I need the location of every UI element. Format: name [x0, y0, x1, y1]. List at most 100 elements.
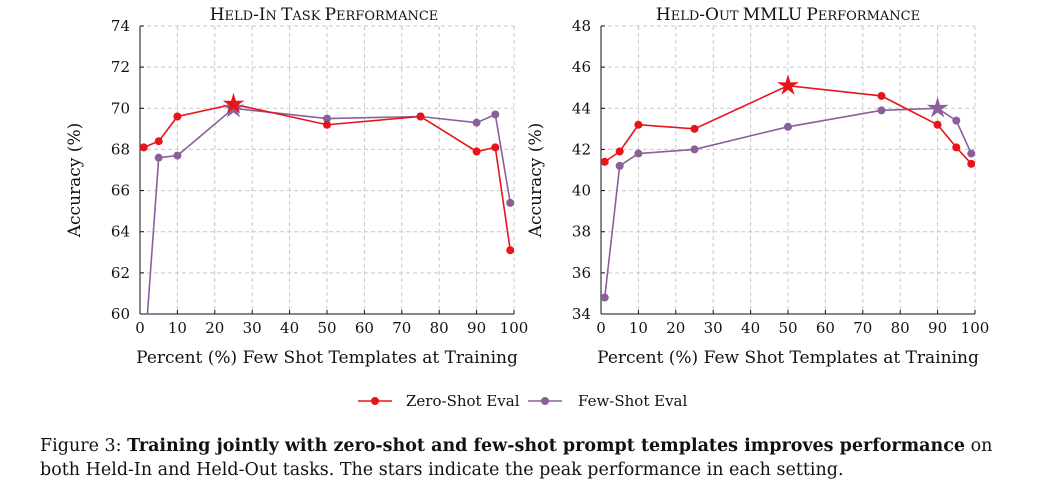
data-point — [472, 147, 481, 156]
chart-title-part: H — [656, 5, 671, 25]
data-point — [952, 143, 961, 152]
chart-title-part: -I — [253, 5, 265, 25]
y-tick-label: 38 — [572, 223, 591, 241]
data-point — [472, 118, 481, 127]
x-tick-label: 70 — [853, 319, 872, 337]
grid — [600, 25, 976, 315]
data-point — [615, 147, 624, 156]
data-point — [140, 143, 148, 152]
data-point — [933, 120, 942, 129]
data-point — [323, 120, 331, 129]
x-tick-label: 30 — [243, 319, 262, 337]
y-tick-label: 60 — [111, 305, 130, 323]
x-tick-label: 90 — [467, 319, 486, 337]
peak-star — [926, 96, 949, 118]
chart-title-part: UT — [719, 9, 739, 24]
data-point — [506, 198, 514, 207]
chart-title-part: P — [325, 5, 336, 25]
chart-held-in: 0 10 20 30 40 50 60 70 80 90 1006062646668707274HE… — [65, 5, 529, 368]
caption-prefix: Figure 3: — [40, 436, 128, 456]
y-tick-label: 70 — [111, 99, 130, 117]
data-point — [690, 124, 699, 133]
y-tick-label: 36 — [572, 264, 591, 282]
peak-star — [777, 74, 799, 95]
data-point — [634, 120, 643, 129]
x-tick-label: 100 — [500, 319, 529, 337]
x-tick-label: 0 — [596, 319, 606, 337]
data-point — [173, 151, 182, 160]
data-point — [952, 116, 961, 125]
data-point — [491, 143, 500, 152]
chart-title-part: ERFORMANCE — [336, 9, 438, 24]
x-tick-label: 80 — [430, 319, 449, 337]
data-point — [601, 293, 609, 302]
chart-title-part: T — [281, 5, 293, 25]
y-tick-label: 44 — [572, 99, 591, 117]
data-point — [416, 112, 425, 121]
y-tick-label: 62 — [111, 264, 130, 282]
y-tick-label: 40 — [572, 182, 591, 200]
x-tick-label: 100 — [961, 319, 990, 337]
y-tick-label: 74 — [111, 17, 130, 35]
y-tick-label: 42 — [572, 140, 591, 158]
data-point — [967, 149, 975, 158]
data-point — [506, 246, 514, 255]
y-tick-label: 68 — [111, 140, 130, 158]
data-point — [154, 153, 163, 162]
legend-marker — [371, 397, 379, 405]
chart-title-part: H — [210, 5, 225, 25]
data-point — [634, 149, 643, 158]
x-tick-label: 10 — [168, 319, 187, 337]
data-point — [690, 145, 699, 154]
chart-title-part: P — [806, 5, 817, 25]
series-group — [140, 92, 514, 314]
x-tick-label: 60 — [355, 319, 374, 337]
y-axis-label: Accuracy (%) — [65, 123, 85, 238]
x-tick-label: 20 — [666, 319, 685, 337]
data-point — [615, 161, 624, 170]
chart-title-part: ASK — [291, 9, 320, 24]
chart-title-part: ELD — [671, 9, 700, 24]
y-tick-label: 66 — [111, 182, 130, 200]
data-point — [491, 110, 500, 119]
x-axis-label: Percent (%) Few Shot Templates at Traini… — [597, 348, 979, 368]
x-tick-label: 40 — [741, 319, 760, 337]
x-tick-label: 20 — [205, 319, 224, 337]
series-group — [601, 74, 975, 302]
data-point — [323, 114, 331, 123]
chart-title-part: -O — [699, 5, 719, 25]
chart-title: HELD-OUT MMLU PERFORMANCE — [656, 5, 920, 25]
x-tick-label: 40 — [280, 319, 299, 337]
x-tick-label: 0 — [135, 319, 145, 337]
legend: Zero-Shot Eval Few-Shot Eval — [358, 392, 688, 410]
y-tick-label: 34 — [572, 305, 591, 323]
peak-star — [222, 92, 245, 114]
x-tick-label: 50 — [778, 319, 797, 337]
legend-marker — [541, 397, 549, 405]
chart-title-part: N — [266, 9, 277, 24]
x-tick-label: 90 — [928, 319, 947, 337]
y-tick-label: 72 — [111, 58, 130, 76]
data-point — [173, 112, 182, 121]
y-tick-label: 48 — [572, 17, 591, 35]
chart-title-part: MMLU — [743, 5, 803, 25]
legend-label: Zero-Shot Eval — [406, 392, 520, 410]
y-tick-label: 46 — [572, 58, 591, 76]
data-point — [877, 106, 886, 115]
figure-caption: Figure 3: Training jointly with zero-sho… — [40, 434, 1030, 482]
data-point — [967, 159, 975, 168]
x-tick-label: 10 — [629, 319, 648, 337]
data-point — [154, 137, 163, 146]
y-tick-label: 64 — [111, 223, 130, 241]
chart-title-part: ERFORMANCE — [818, 9, 920, 24]
chart-title: HELD-IN TASK PERFORMANCE — [210, 5, 439, 25]
caption-rest: on both Held-In and Held-Out tasks. The … — [40, 436, 993, 480]
grid — [139, 25, 515, 315]
x-tick-label: 80 — [891, 319, 910, 337]
caption-bold: Training jointly with zero-shot and few-… — [127, 436, 966, 456]
x-axis-label: Percent (%) Few Shot Templates at Traini… — [136, 348, 518, 368]
chart-held-out: 0 10 20 30 40 50 60 70 80 90 1003436384042444648HE… — [526, 5, 989, 368]
data-point — [601, 157, 609, 166]
x-tick-label: 60 — [816, 319, 835, 337]
